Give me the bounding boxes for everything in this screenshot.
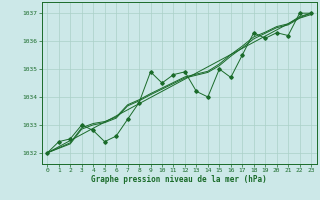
X-axis label: Graphe pression niveau de la mer (hPa): Graphe pression niveau de la mer (hPa) <box>91 175 267 184</box>
